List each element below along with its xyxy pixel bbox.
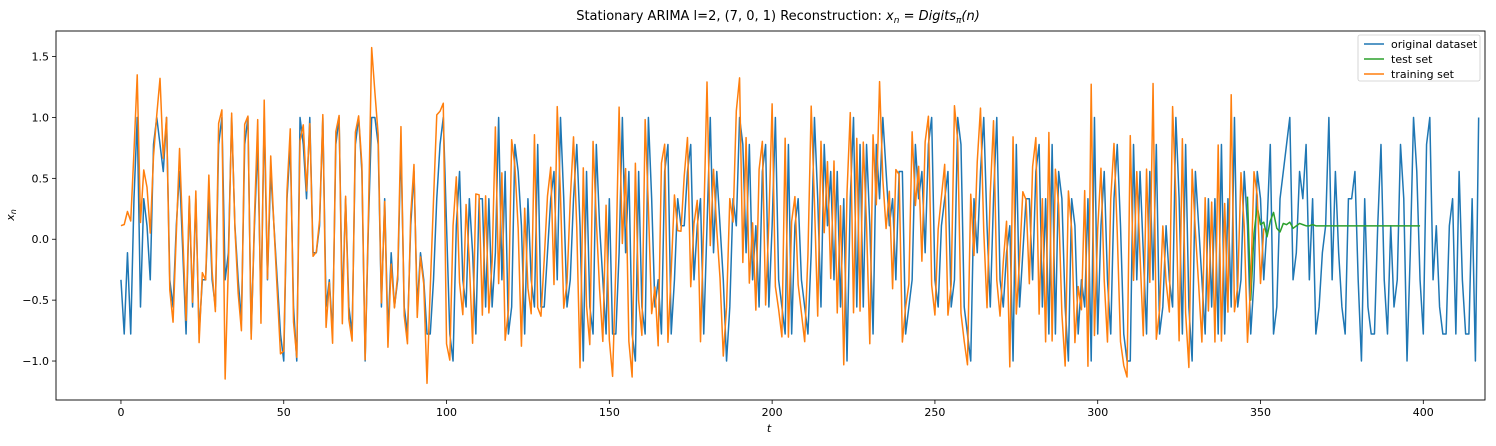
x-tick-label: 350 [1250, 406, 1271, 419]
y-tick-label: 1.5 [32, 51, 50, 64]
y-tick-label: −0.5 [22, 294, 49, 307]
x-tick-label: 50 [277, 406, 291, 419]
x-tick-label: 150 [599, 406, 620, 419]
x-axis-label: t [767, 422, 772, 435]
x-tick-label: 250 [924, 406, 945, 419]
series-line-test-set [1246, 196, 1421, 301]
y-tick-label: 0.0 [32, 233, 50, 246]
axes-frame [55, 30, 1486, 401]
legend-label: test set [1391, 53, 1433, 66]
legend-label: training set [1391, 68, 1455, 81]
series-line-training-set [120, 46, 1265, 385]
series-layer [120, 46, 1480, 385]
y-tick-label: 1.0 [32, 111, 50, 124]
tick-layer: 0 50 100 150 200 250 300 350 400 −1.0 −0.5 0.0 0.5 1.… [22, 51, 1434, 419]
x-tick-label: 100 [436, 406, 457, 419]
y-axis-label: xn [4, 209, 18, 222]
legend-label: original dataset [1391, 38, 1478, 51]
legend-box [1357, 34, 1481, 82]
y-tick-label: −1.0 [22, 355, 49, 368]
x-tick-label: 300 [1087, 406, 1108, 419]
legend: original dataset test set training set [1357, 34, 1481, 82]
x-tick-label: 200 [762, 406, 783, 419]
x-tick-label: 400 [1413, 406, 1434, 419]
chart-title: Stationary ARIMA l=2, (7, 0, 1) Reconstr… [576, 9, 980, 26]
y-tick-label: 0.5 [32, 172, 50, 185]
x-tick-label: 0 [117, 406, 124, 419]
